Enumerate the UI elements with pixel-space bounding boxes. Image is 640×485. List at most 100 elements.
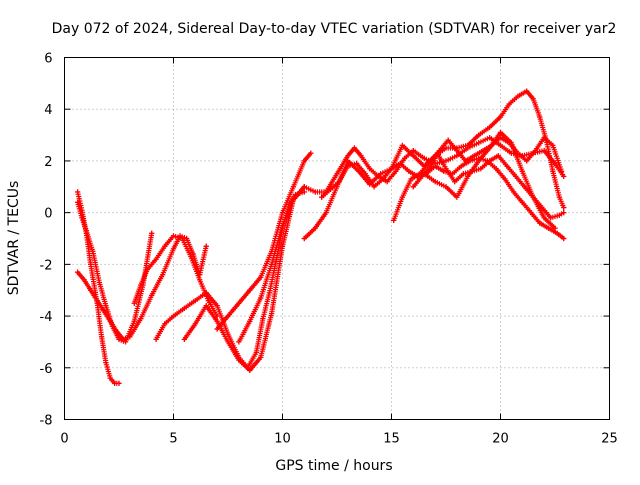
data-point — [487, 135, 493, 141]
data-point — [260, 316, 266, 322]
data-point — [510, 189, 517, 195]
data-point — [478, 166, 484, 172]
data-point — [301, 235, 307, 242]
data-point — [497, 129, 504, 136]
data-point — [454, 153, 460, 159]
data-point — [443, 158, 449, 164]
data-point — [410, 153, 416, 159]
data-point — [406, 168, 412, 174]
data-point — [103, 303, 109, 309]
data-point — [463, 158, 469, 164]
data-point — [532, 147, 538, 154]
data-point — [556, 212, 562, 218]
axis-ticks: 0 5 10 15 20 25 -8 -6 -4 -2 0 2 4 6 — [40, 52, 618, 447]
data-point — [79, 215, 85, 221]
data-point — [149, 292, 155, 298]
data-point — [530, 96, 536, 102]
data-point — [458, 163, 464, 169]
data-point — [401, 155, 408, 161]
data-point — [181, 336, 187, 342]
data-point — [554, 230, 560, 236]
data-point — [236, 339, 242, 345]
data-point — [410, 147, 416, 154]
data-point — [269, 310, 275, 317]
y-tick-label: 2 — [44, 155, 52, 170]
data-point — [225, 313, 231, 319]
series-markers — [214, 150, 314, 332]
data-point — [290, 197, 296, 203]
data-point — [471, 153, 477, 159]
data-point — [443, 184, 449, 190]
data-point — [149, 230, 155, 236]
data-point — [421, 155, 427, 161]
data-point — [253, 349, 259, 355]
data-point — [550, 168, 556, 174]
y-tick-label: 4 — [44, 103, 52, 118]
data-point — [153, 336, 159, 342]
data-point — [388, 166, 395, 172]
data-point — [290, 184, 296, 190]
data-point — [103, 360, 109, 366]
data-point — [445, 137, 451, 143]
data-point — [465, 142, 471, 149]
data-point — [247, 367, 253, 373]
data-point — [530, 194, 536, 200]
data-point — [127, 334, 133, 340]
x-tick-label: 5 — [169, 432, 177, 447]
y-tick-label: -2 — [40, 258, 53, 273]
data-point — [214, 318, 220, 324]
data-point — [380, 176, 386, 182]
data-point — [561, 173, 567, 180]
data-point — [371, 184, 377, 190]
data-point — [205, 297, 211, 304]
data-point — [162, 243, 168, 249]
data-point — [410, 184, 416, 190]
data-point — [312, 189, 318, 195]
data-point — [138, 282, 144, 288]
data-point — [120, 336, 126, 342]
data-point — [561, 204, 567, 211]
data-point — [279, 210, 286, 216]
data-point — [107, 318, 113, 324]
data-point — [487, 158, 493, 164]
series-track-6 — [181, 184, 307, 373]
data-point — [541, 135, 547, 141]
data-point — [384, 179, 390, 185]
data-point — [397, 160, 403, 167]
data-point — [351, 145, 358, 151]
data-point — [502, 176, 508, 182]
data-point — [312, 225, 318, 231]
data-point — [393, 168, 399, 174]
data-point — [170, 246, 177, 252]
data-point — [552, 225, 558, 231]
data-point — [203, 290, 209, 296]
x-tick-label: 20 — [492, 432, 509, 447]
data-point — [179, 235, 185, 242]
data-point — [561, 235, 567, 242]
data-point — [90, 248, 96, 255]
data-point — [508, 140, 514, 146]
x-tick-label: 25 — [601, 432, 618, 447]
data-point — [487, 124, 493, 130]
y-tick-label: 0 — [44, 207, 52, 222]
x-tick-label: 0 — [60, 432, 68, 447]
data-point — [162, 321, 168, 327]
data-point — [476, 158, 482, 164]
data-point — [367, 166, 373, 172]
data-point — [460, 171, 467, 177]
data-point — [378, 171, 384, 177]
data-point — [537, 114, 543, 120]
data-point — [548, 215, 554, 221]
data-point — [107, 375, 113, 381]
data-point — [519, 168, 525, 174]
data-point — [443, 166, 449, 172]
data-point — [504, 163, 510, 169]
data-point — [408, 176, 414, 182]
data-point — [545, 225, 552, 231]
y-axis-label: SDTVAR / TECUs — [6, 181, 22, 296]
x-tick-label: 10 — [274, 432, 291, 447]
data-point — [550, 142, 556, 149]
data-point — [160, 272, 166, 278]
data-point — [421, 171, 427, 177]
plot-frame — [64, 57, 610, 420]
